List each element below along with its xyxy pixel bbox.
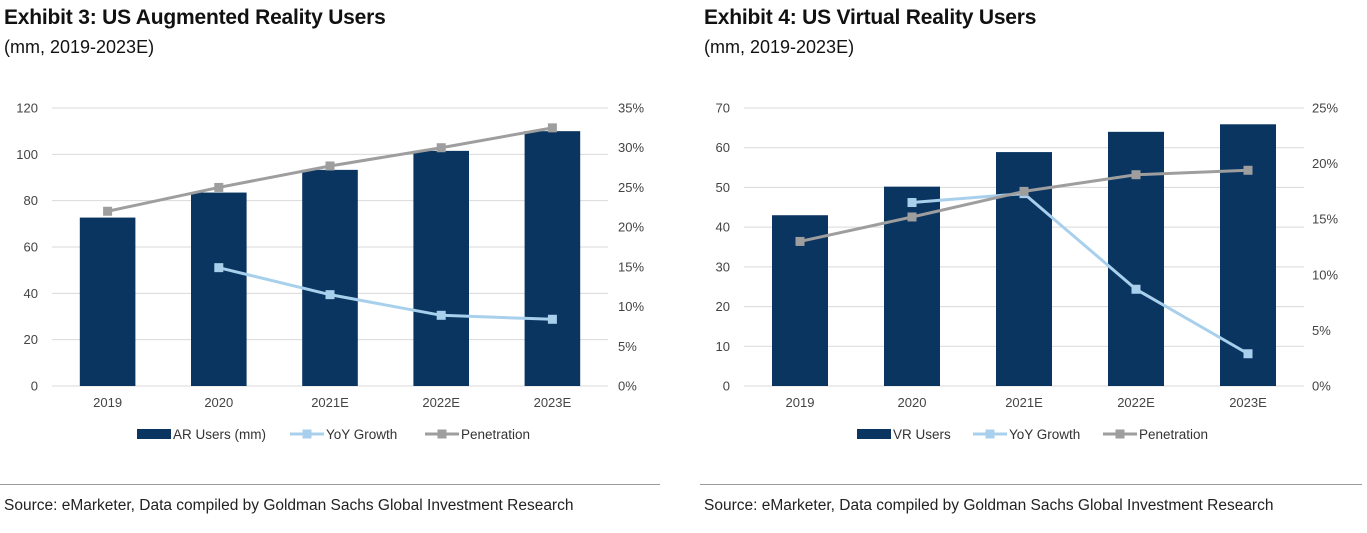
- penetration-point: [325, 161, 335, 171]
- x-tick-label: 2020: [204, 395, 233, 410]
- x-tick-label: 2023E: [1229, 395, 1267, 410]
- y-right-tick-label: 20%: [618, 220, 644, 235]
- yoy-growth-point: [547, 314, 557, 324]
- y-right-tick-label: 15%: [1312, 212, 1338, 227]
- penetration-point: [1243, 165, 1253, 175]
- exhibit-3-source: Source: eMarketer, Data compiled by Gold…: [4, 497, 574, 514]
- legend-bar-swatch: [857, 429, 891, 439]
- yoy-growth-line: [911, 192, 1249, 356]
- y-left-tick-label: 60: [24, 240, 38, 255]
- y-left-tick-label: 20: [24, 332, 38, 347]
- bar: [413, 150, 469, 386]
- y-right-tick-label: 10%: [1312, 267, 1338, 282]
- legend-marker: [985, 429, 995, 439]
- legend-marker: [437, 429, 447, 439]
- y-left-tick-label: 80: [24, 193, 38, 208]
- y-left-tick-label: 40: [716, 220, 730, 235]
- penetration-point: [1019, 186, 1029, 196]
- y-right-tick-label: 20%: [1312, 156, 1338, 171]
- bar: [191, 192, 247, 386]
- y-left-tick-label: 0: [31, 379, 38, 394]
- exhibit-4-source: Source: eMarketer, Data compiled by Gold…: [704, 497, 1274, 514]
- y-left-tick-label: 30: [716, 259, 730, 274]
- exhibit-3-panel: Exhibit 3: US Augmented Reality Users (m…: [0, 0, 665, 533]
- y-right-tick-label: 30%: [618, 140, 644, 155]
- y-right-tick-label: 0%: [618, 379, 637, 394]
- exhibit-4-subtitle: (mm, 2019-2023E): [704, 37, 855, 57]
- penetration-point: [547, 123, 557, 133]
- legend-marker: [1115, 429, 1125, 439]
- penetration-point: [795, 236, 805, 246]
- x-tick-label: 2021E: [311, 395, 349, 410]
- exhibit-4-panel: Exhibit 4: US Virtual Reality Users (mm,…: [700, 0, 1367, 533]
- y-right-tick-label: 25%: [1312, 101, 1338, 116]
- exhibit-4-chart: 0 10 20 30 40 50 60 70 0% 5% 10% 15% 20% 25% 2019 2020 2…: [716, 101, 1339, 443]
- y-right-tick-label: 5%: [618, 339, 637, 354]
- y-left-tick-label: 60: [716, 140, 730, 155]
- penetration-point: [907, 212, 917, 222]
- exhibit-3-chart: 0 20 40 60 80 100 120 0% 5% 10% 15% 20% 25% 30% 35% 201…: [16, 101, 644, 443]
- legend-bar-swatch: [137, 429, 171, 439]
- y-left-tick-label: 10: [716, 339, 730, 354]
- x-tick-label: 2020: [898, 395, 927, 410]
- legend-label: VR Users: [893, 427, 951, 442]
- y-left-tick-label: 40: [24, 286, 38, 301]
- yoy-growth-point: [325, 290, 335, 300]
- x-tick-label: 2021E: [1005, 395, 1043, 410]
- exhibit-4-title: Exhibit 4: US Virtual Reality Users: [704, 6, 1037, 29]
- x-tick-label: 2022E: [422, 395, 460, 410]
- legend-label: YoY Growth: [326, 427, 397, 442]
- x-tick-label: 2019: [786, 395, 815, 410]
- legend-label: Penetration: [1139, 427, 1208, 442]
- y-right-tick-label: 15%: [618, 259, 644, 274]
- yoy-growth-point: [907, 198, 917, 208]
- x-tick-label: 2019: [93, 395, 122, 410]
- y-right-tick-label: 0%: [1312, 379, 1331, 394]
- penetration-point: [103, 206, 113, 216]
- y-right-tick-label: 25%: [618, 180, 644, 195]
- bar: [524, 131, 581, 386]
- penetration-point: [214, 182, 224, 192]
- penetration-point: [436, 143, 446, 153]
- legend-label: YoY Growth: [1009, 427, 1080, 442]
- y-left-tick-label: 100: [16, 147, 38, 162]
- y-right-tick-label: 35%: [618, 101, 644, 116]
- bar: [302, 169, 358, 386]
- legend-marker: [302, 429, 312, 439]
- exhibit-4-source-divider: [700, 484, 1362, 485]
- yoy-growth-point: [436, 310, 446, 320]
- legend-label: Penetration: [461, 427, 530, 442]
- x-tick-label: 2023E: [534, 395, 572, 410]
- y-left-tick-label: 20: [716, 299, 730, 314]
- penetration-point: [1131, 170, 1141, 180]
- exhibit-3-source-divider: [0, 484, 660, 485]
- exhibit-3-title: Exhibit 3: US Augmented Reality Users: [4, 6, 386, 29]
- exhibit-3-subtitle: (mm, 2019-2023E): [4, 37, 155, 57]
- y-left-tick-label: 50: [716, 180, 730, 195]
- bar: [79, 217, 136, 386]
- y-right-tick-label: 10%: [618, 299, 644, 314]
- x-tick-label: 2022E: [1117, 395, 1155, 410]
- legend-label: AR Users (mm): [173, 427, 266, 442]
- y-right-tick-label: 5%: [1312, 323, 1331, 338]
- yoy-growth-point: [214, 263, 224, 273]
- y-left-tick-label: 0: [723, 379, 730, 394]
- y-left-tick-label: 120: [16, 101, 38, 116]
- yoy-growth-line: [218, 266, 553, 321]
- yoy-growth-point: [1131, 284, 1141, 294]
- y-left-tick-label: 70: [716, 101, 730, 116]
- yoy-growth-point: [1243, 349, 1253, 359]
- bar: [1108, 131, 1164, 386]
- bar: [1220, 124, 1276, 387]
